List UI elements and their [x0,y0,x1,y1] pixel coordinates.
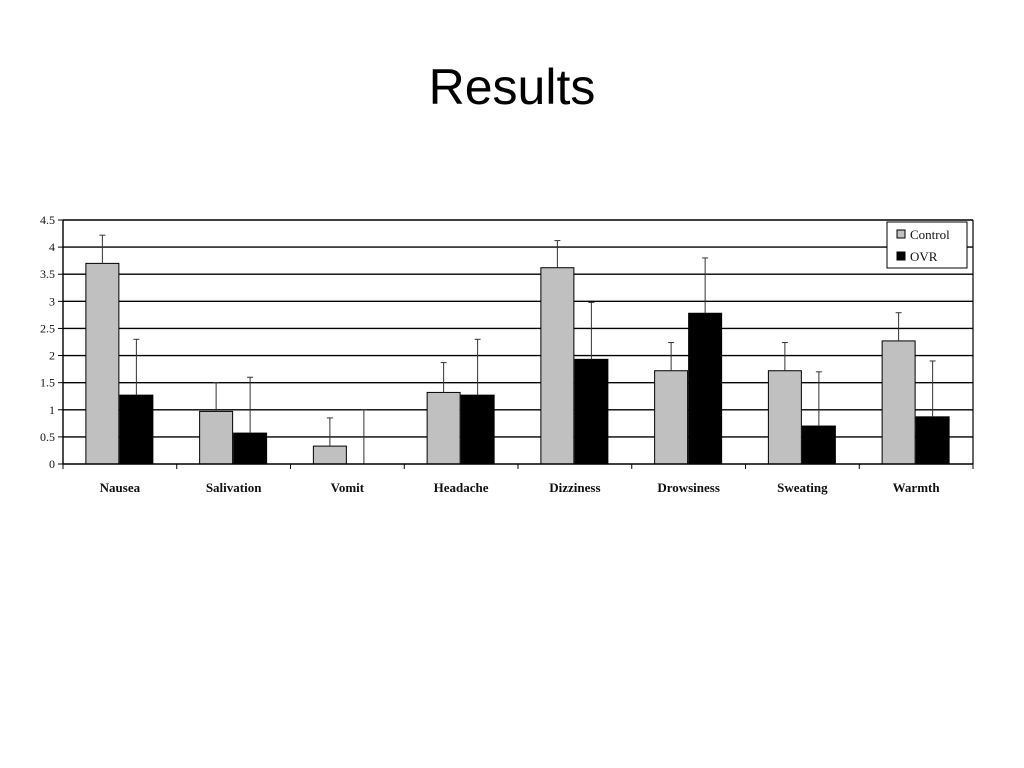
y-tick-label: 2.5 [40,321,55,335]
x-category-label: Vomit [331,480,365,495]
y-tick-label: 0 [49,457,55,471]
gridlines [63,219,973,438]
bar-control-sweating [767,370,802,465]
legend-label-ovr: OVR [910,249,938,264]
legend: Control OVR [886,221,968,269]
y-tick-label: 1 [49,403,55,417]
y-tick-label: 3.5 [40,267,55,281]
bar-ovr-sweating [801,425,836,465]
bar-control-nausea [85,262,120,465]
legend-swatch-control [896,229,906,239]
x-category-label: Sweating [777,480,828,495]
bar-chart: 0 0.5 1 1.5 2 2.5 3 3.5 4 4.5 Nausea Salivation Vom… [40,213,974,495]
x-category-label: Nausea [100,480,141,495]
bar-ovr-headache [460,394,495,465]
bar-ovr-warmth [915,416,950,465]
x-category-label: Warmth [893,480,941,495]
bar-control-vomit [312,445,347,465]
y-tick-label: 1.5 [40,376,55,390]
bar-control-headache [426,391,461,465]
bar-control-dizziness [540,267,575,465]
legend-swatch-ovr [896,251,906,261]
bar-ovr-nausea [119,394,154,465]
legend-label-control: Control [910,227,950,242]
x-category-labels: Nausea Salivation Vomit Headache Dizziness Dr… [100,480,941,495]
error-bars [99,234,936,464]
y-tick-label: 4 [49,240,55,254]
slide-title: Results [428,59,596,115]
axes [58,219,974,469]
y-tick-label: 2 [49,349,55,363]
y-tick-label: 4.5 [40,213,55,227]
y-tick-label: 0.5 [40,430,55,444]
bar-ovr-drowsiness [688,312,723,465]
bar-ovr-dizziness [574,358,609,465]
bar-control-salivation [199,410,234,465]
x-category-label: Dizziness [549,480,600,495]
x-category-label: Salivation [206,480,262,495]
bar-control-drowsiness [654,370,689,465]
bars [85,262,950,465]
bar-ovr-salivation [233,432,268,465]
x-category-label: Drowsiness [657,480,720,495]
y-tick-labels: 0 0.5 1 1.5 2 2.5 3 3.5 4 4.5 [40,213,55,471]
bar-control-warmth [881,340,916,465]
y-tick-label: 3 [49,294,55,308]
x-category-label: Headache [434,480,489,495]
